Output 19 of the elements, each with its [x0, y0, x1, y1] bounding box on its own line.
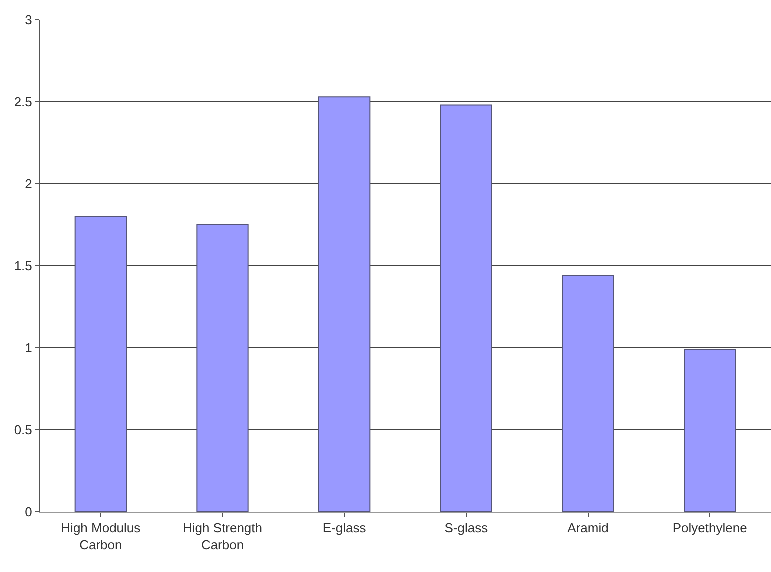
x-tick-label: High Modulus Carbon — [61, 520, 142, 552]
bar — [318, 96, 371, 512]
x-tick-label: High Strength Carbon — [183, 520, 262, 552]
bar — [440, 104, 492, 512]
bar — [684, 349, 736, 512]
bar — [74, 216, 127, 512]
y-tick-label: 2.5 — [14, 94, 32, 110]
x-tick-label: Aramid — [568, 520, 609, 536]
y-tick-label: 1.5 — [14, 258, 32, 274]
y-tick-label: 3 — [25, 12, 32, 28]
y-tick-label: 0 — [25, 504, 32, 520]
x-tick-label: Polyethylene — [672, 520, 748, 536]
bar — [196, 224, 249, 512]
bar — [562, 275, 614, 512]
y-tick-label: 0.5 — [14, 422, 32, 438]
y-tick-label: 1 — [25, 340, 32, 356]
y-tick-label: 2 — [25, 176, 32, 192]
x-tick-label: E-glass — [322, 520, 367, 536]
x-tick-label: S-glass — [444, 520, 489, 536]
